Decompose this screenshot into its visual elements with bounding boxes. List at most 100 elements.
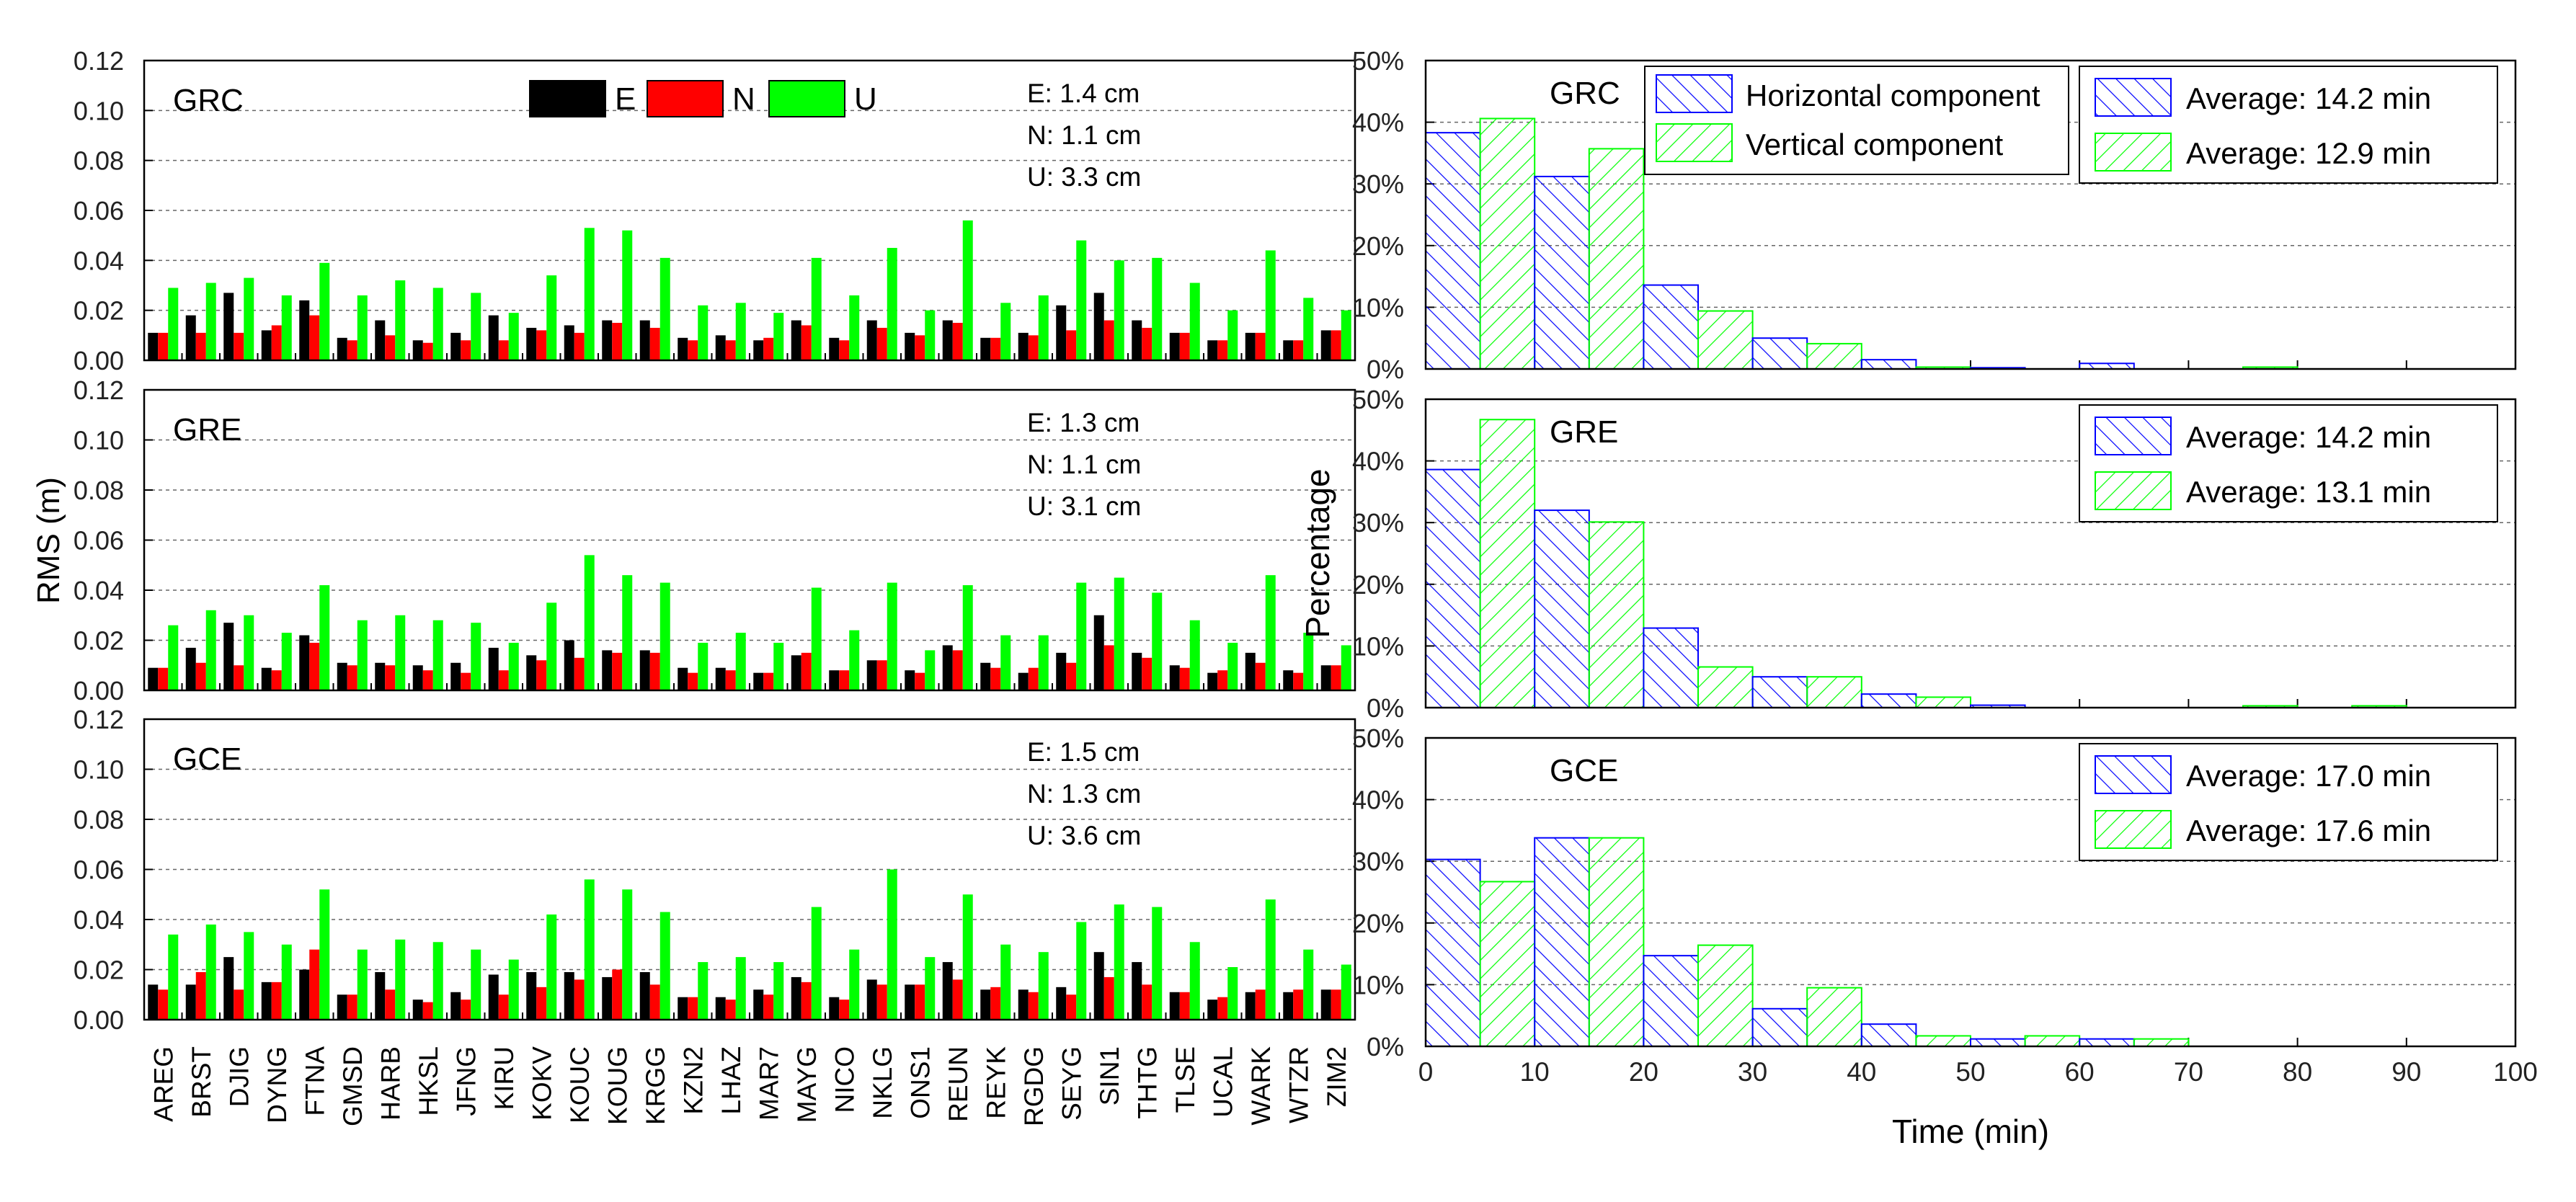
bar-e-reyk [980,989,991,1020]
panel-title: GRC [1550,76,1620,111]
stat-u: U: 3.1 cm [1027,491,1141,521]
average-swatch-horizontal [2095,78,2172,117]
y-tick-label: 0% [1367,355,1404,384]
bar-u-dyng [281,633,292,690]
bar-n-krgg [649,327,660,360]
average-horizontal: Average: 14.2 min [2186,420,2431,454]
bar-n-krgg [649,652,660,690]
bar-e-nico [829,337,840,360]
legend-swatch-n [647,80,724,117]
x-tick-label: 70 [2174,1057,2203,1087]
x-tick-label: 60 [2065,1057,2095,1087]
bar-u-nico [849,295,860,360]
bar-u-tlse [1189,942,1200,1020]
bar-e-thtg [1132,652,1142,690]
bar-n-kouc [574,657,585,690]
y-tick-label: 30% [1352,847,1404,876]
bar-e-reun [942,962,953,1020]
bar-e-zim2 [1320,330,1331,360]
bar-n-mar7 [763,337,774,360]
bar-u-wark [1265,899,1276,1020]
bar-u-ucal [1227,310,1238,360]
bar-e-kokv [526,327,537,360]
bar-vertical-60 [2133,1038,2190,1048]
bar-e-jfng [450,662,461,690]
bar-n-ons1 [915,984,925,1020]
station-label-lhaz: LHAZ [716,1046,746,1115]
bar-n-lhaz [725,1000,736,1020]
bar-u-djig [244,932,254,1020]
bar-e-ucal [1207,672,1218,690]
bar-n-harb [385,665,396,690]
bar-n-wtzr [1293,672,1304,690]
bar-u-zim2 [1341,645,1351,690]
hist-panel-grc: 0%10%20%30%40%50%GRC Average: 14.2 minAve… [1352,46,2517,384]
bar-u-mar7 [773,642,784,690]
bar-u-lhaz [735,633,746,690]
bar-u-harb [395,280,406,360]
bar-u-reun [962,585,973,690]
panel-frame [1424,59,2517,370]
bar-e-nklg [866,979,877,1020]
bar-e-nklg [866,320,877,360]
rms-panel-gce: 0.00 0.02 0.04 0.06 0.08 0.10 0.12 GCE E: 1.5 cm… [74,705,1356,1035]
bar-e-ucal [1207,340,1218,360]
y-tick-label: 0.02 [74,626,124,656]
legend-swatch-horizontal [1656,74,1733,113]
bar-n-rgdg [1028,335,1039,360]
bar-horizontal-40 [1860,1023,1917,1047]
bar-n-koug [612,969,623,1020]
bar-u-brst [205,610,216,690]
x-tick-label: 30 [1738,1057,1767,1087]
station-label-rgdg: RGDG [1019,1046,1049,1126]
bar-horizontal-20 [1643,284,1699,370]
bar-e-krgg [639,971,650,1020]
bar-e-kokv [526,971,537,1020]
bar-n-kzn2 [688,340,698,360]
bar-e-zim2 [1320,665,1331,690]
bar-u-areg [168,288,179,360]
bar-e-reyk [980,662,991,690]
bar-u-brst [205,924,216,1020]
bar-n-brst [195,971,206,1020]
bar-n-tlse [1179,667,1190,690]
y-tick-label: 20% [1352,909,1404,938]
bar-u-wark [1265,575,1276,690]
bar-e-djig [223,957,234,1020]
bar-e-harb [375,971,386,1020]
bar-u-hksl [432,620,443,690]
bar-u-nico [849,949,860,1020]
bar-u-reun [962,894,973,1020]
station-label-wtzr: WTZR [1284,1046,1313,1123]
bar-e-dyng [261,667,272,690]
bar-u-koug [622,889,633,1020]
bar-e-areg [148,667,159,690]
bar-u-ons1 [925,650,936,690]
bar-u-reun [962,220,973,360]
bar-e-harb [375,320,386,360]
bar-e-nico [829,670,840,690]
rms-panel-gre: 0.00 0.02 0.04 0.06 0.08 0.10 0.12 GRE E: 1.3 cm… [74,375,1356,705]
bar-n-djig [234,665,244,690]
y-tick-label: 10% [1352,293,1404,322]
bar-vertical-10 [1588,837,1645,1047]
bar-u-reyk [1000,635,1011,690]
bar-u-thtg [1152,592,1163,690]
bar-n-wtzr [1293,340,1304,360]
bar-n-ucal [1217,340,1228,360]
y-tick-label: 0.00 [74,346,124,375]
x-tick-label: 10 [1520,1057,1550,1087]
bar-vertical-30 [1806,342,1862,370]
bar-horizontal-20 [1643,955,1699,1047]
bar-e-thtg [1132,962,1142,1020]
bar-u-kokv [546,275,557,360]
bar-n-nklg [876,984,887,1020]
bar-u-ons1 [925,957,936,1020]
bar-e-sin1 [1093,615,1104,690]
panel-title: GCE [173,742,241,777]
bar-e-wtzr [1283,670,1294,690]
legend-label-u: U [854,81,877,117]
bar-n-nico [839,1000,850,1020]
bar-n-lhaz [725,670,736,690]
